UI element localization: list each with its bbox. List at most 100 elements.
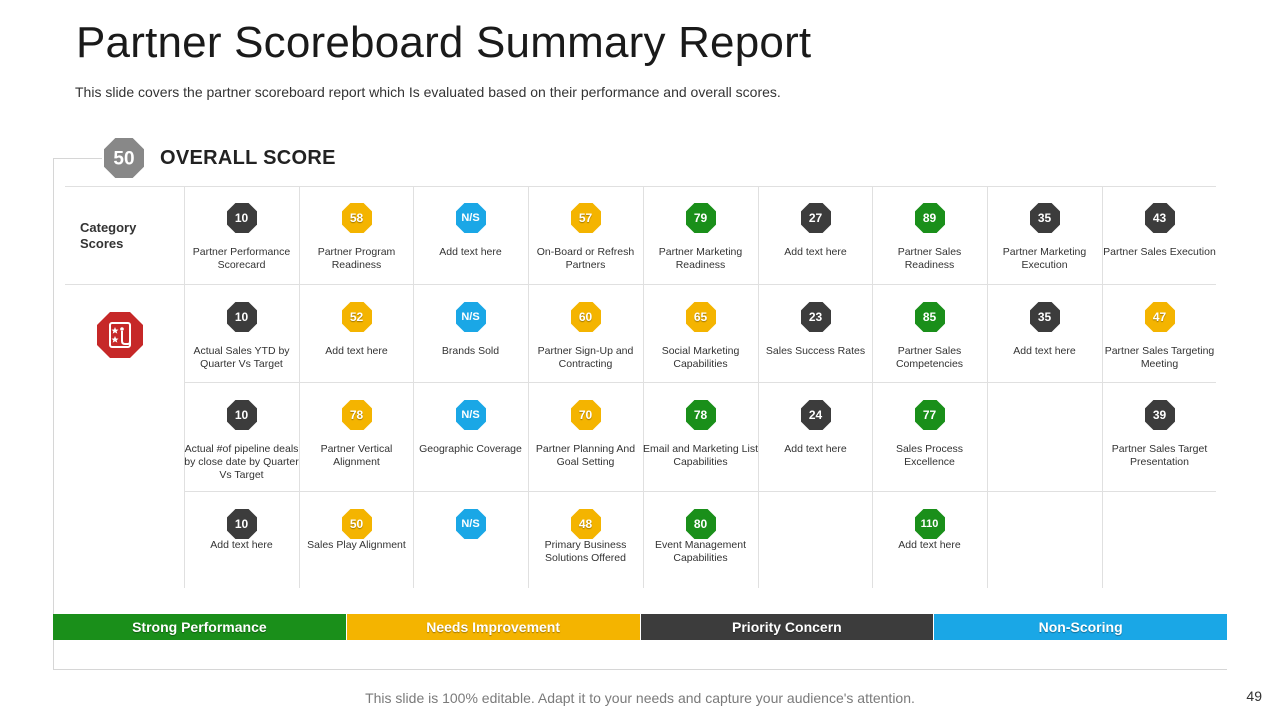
score-label: Partner Sales Target Presentation <box>1111 443 1208 468</box>
scoreboard-frame <box>53 158 1227 670</box>
score-badge <box>341 302 372 332</box>
score-label: Add text here <box>325 345 388 357</box>
score-value: 23 <box>808 310 823 324</box>
score-value: 77 <box>922 408 937 422</box>
score-value: N/S <box>461 518 480 530</box>
grid-column-divider <box>643 186 644 588</box>
score-label: Actual Sales YTD by Quarter Vs Target <box>193 345 290 370</box>
score-value: 79 <box>693 211 708 225</box>
score-badge <box>914 509 945 539</box>
grid-column-divider <box>872 186 873 588</box>
page-subtitle: This slide covers the partner scoreboard… <box>75 84 781 100</box>
score-label: Social Marketing Capabilities <box>661 345 740 370</box>
grid-column-divider <box>413 186 414 588</box>
score-label: Geographic Coverage <box>419 443 522 455</box>
score-label: Event Management Capabilities <box>654 539 747 564</box>
score-badge <box>226 302 257 332</box>
score-label: Add text here <box>898 539 961 551</box>
grid-row-divider <box>65 284 1216 285</box>
score-value: 39 <box>1152 408 1167 422</box>
score-label: Partner Marketing Execution <box>1002 246 1087 271</box>
footer-note: This slide is 100% editable. Adapt it to… <box>365 690 915 706</box>
score-badge <box>341 203 372 233</box>
score-label: Partner Sign-Up and Contracting <box>537 345 634 370</box>
score-badge <box>1144 302 1175 332</box>
score-badge <box>914 400 945 430</box>
score-label: Actual #of pipeline deals by close date … <box>184 443 299 481</box>
score-value: 57 <box>578 211 593 225</box>
score-badge <box>341 400 372 430</box>
score-value: 50 <box>349 517 364 531</box>
score-value: 10 <box>234 408 249 422</box>
score-badge <box>226 509 257 539</box>
score-badge <box>455 302 486 332</box>
score-value: 43 <box>1152 211 1167 225</box>
score-badge <box>685 302 716 332</box>
score-badge <box>341 509 372 539</box>
score-label: Add text here <box>784 443 847 455</box>
score-badge <box>1029 203 1060 233</box>
score-badge <box>226 203 257 233</box>
score-label: Add text here <box>1013 345 1076 357</box>
score-value: 65 <box>693 310 708 324</box>
legend-bar: Strong Performance Needs Improvement Prior… <box>53 614 1227 640</box>
score-badge <box>226 400 257 430</box>
score-badge <box>914 302 945 332</box>
score-value: 10 <box>234 310 249 324</box>
score-badge <box>1144 203 1175 233</box>
score-value: 47 <box>1152 310 1167 324</box>
legend-item-needs: Needs Improvement <box>346 614 641 640</box>
score-label: Partner Sales Execution <box>1103 246 1216 258</box>
grid-column-divider <box>987 186 988 588</box>
score-label: Partner Marketing Readiness <box>658 246 743 271</box>
score-badge <box>455 203 486 233</box>
score-label: Sales Play Alignment <box>307 539 406 551</box>
grid-row-divider <box>65 186 1216 187</box>
frame-top-line <box>53 158 103 159</box>
score-label: Add text here <box>784 246 847 258</box>
score-value: 58 <box>349 211 364 225</box>
score-value: 35 <box>1037 211 1052 225</box>
score-value: 80 <box>693 517 708 531</box>
score-badge <box>685 400 716 430</box>
score-badge <box>685 509 716 539</box>
score-value: 85 <box>922 310 937 324</box>
page-number: 49 <box>1246 688 1262 704</box>
grid-column-divider <box>528 186 529 588</box>
page-title: Partner Scoreboard Summary Report <box>76 18 812 67</box>
score-label: Sales Process Excellence <box>895 443 964 468</box>
score-label: Sales Success Rates <box>765 345 866 357</box>
overall-score-label: OVERALL SCORE <box>160 147 336 169</box>
score-value: 52 <box>349 310 364 324</box>
score-label: Add text here <box>210 539 273 551</box>
score-value: 10 <box>234 517 249 531</box>
score-label: Partner Program Readiness <box>317 246 396 271</box>
score-label: Partner Performance Scorecard <box>192 246 291 271</box>
score-badge <box>800 302 831 332</box>
grid-column-divider <box>1102 186 1103 588</box>
score-badge <box>570 203 601 233</box>
score-value: 10 <box>234 211 249 225</box>
score-badge <box>1144 400 1175 430</box>
score-label: Primary Business Solutions Offered <box>544 539 627 564</box>
score-value: 78 <box>349 408 364 422</box>
scorecard-icon <box>97 312 143 358</box>
score-value: 48 <box>578 517 593 531</box>
score-value: 89 <box>922 211 937 225</box>
legend-item-priority: Priority Concern <box>640 614 935 640</box>
score-badge <box>455 400 486 430</box>
score-badge <box>685 203 716 233</box>
grid-column-divider <box>758 186 759 588</box>
score-label: Partner Sales Competencies <box>895 345 964 370</box>
score-label: Partner Sales Targeting Meeting <box>1104 345 1215 370</box>
score-badge <box>570 509 601 539</box>
score-value: 70 <box>578 408 593 422</box>
legend-item-strong: Strong Performance <box>53 614 347 640</box>
grid-column-divider <box>299 186 300 588</box>
score-value: N/S <box>461 311 480 323</box>
score-label: Brands Sold <box>441 345 500 357</box>
grid-row-divider <box>184 491 1216 492</box>
grid-row-divider <box>184 382 1216 383</box>
grid-column-divider <box>184 186 185 588</box>
score-value: 78 <box>693 408 708 422</box>
